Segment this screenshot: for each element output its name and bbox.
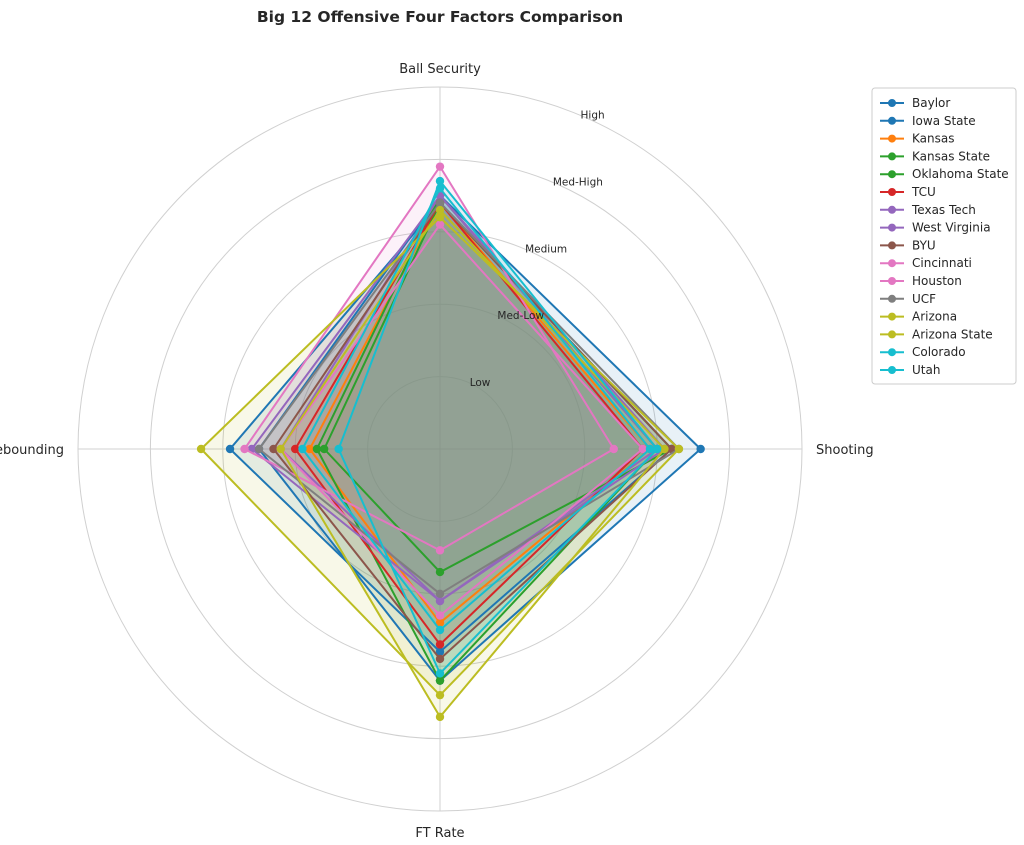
- legend-marker-kansas: [888, 134, 896, 143]
- legend-entry-ucf: UCF: [912, 292, 936, 306]
- point-arizona-state-3: [435, 712, 445, 722]
- point-colorado-2: [645, 444, 655, 454]
- point-colorado-4: [298, 444, 307, 454]
- legend-entry-houston: Houston: [912, 274, 962, 288]
- point-utah-3: [435, 669, 445, 678]
- legend-entry-kansas: Kansas: [912, 132, 954, 146]
- legend-marker-ucf: [888, 294, 896, 303]
- series-area-texas-tech: [280, 195, 658, 601]
- point-houston-1: [435, 162, 445, 171]
- series-area-baylor: [230, 202, 672, 652]
- axis-label-ball-security: Ball Security: [399, 62, 481, 77]
- point-ucf-1: [435, 198, 445, 208]
- legend-entry-iowa-state: Iowa State: [912, 114, 976, 128]
- axis-label-shooting: Shooting: [816, 443, 874, 458]
- legend-marker-iowa-state: [888, 116, 896, 125]
- legend-entry-byu: BYU: [912, 238, 936, 252]
- point-oklahoma-state-4: [319, 444, 329, 454]
- legend-entry-oklahoma-state: Oklahoma State: [912, 167, 1009, 181]
- legend-marker-west-virginia: [888, 223, 896, 232]
- point-tcu-4: [291, 444, 300, 454]
- point-arizona-state-1: [435, 205, 445, 215]
- legend-marker-arizona-state: [888, 330, 896, 339]
- point-arizona-3: [435, 690, 445, 700]
- legend-entry-kansas-state: Kansas State: [912, 149, 990, 163]
- point-ucf-4: [254, 444, 264, 454]
- legend-marker-texas-tech: [888, 205, 896, 214]
- legend-marker-colorado: [888, 348, 896, 357]
- legend-marker-cincinnati: [888, 259, 896, 268]
- legend-frame: [871, 87, 1017, 385]
- legend-entry-texas-tech: Texas Tech: [911, 203, 976, 217]
- point-houston-3: [435, 546, 445, 555]
- ring-label-3: Medium: [525, 243, 567, 255]
- legend-marker-oklahoma-state: [888, 170, 896, 179]
- point-utah-2: [653, 444, 662, 454]
- legend-marker-baylor: [888, 99, 896, 107]
- point-kansas-state-4: [312, 444, 322, 454]
- legend-marker-kansas-state: [888, 152, 896, 161]
- ring-label-5: High: [581, 110, 605, 122]
- series-area-ucf: [259, 202, 679, 594]
- point-houston-4: [240, 444, 249, 454]
- legend-entry-arizona-state: Arizona State: [912, 327, 993, 341]
- point-byu-3: [435, 654, 445, 664]
- ring-labels: Low Med-Low Medium Med-High High: [470, 110, 605, 390]
- ring-label-2: Med-Low: [497, 310, 544, 322]
- point-cincinnati-1: [435, 220, 445, 229]
- point-colorado-3: [435, 625, 445, 635]
- legend-entry-utah: Utah: [912, 363, 940, 377]
- point-arizona-2: [674, 444, 684, 454]
- point-west-virginia-3: [435, 596, 445, 606]
- axis-label-ft-rate: FT Rate: [415, 826, 464, 841]
- ring-label-4: Med-High: [553, 176, 603, 188]
- point-kansas-state-3: [435, 676, 445, 685]
- point-utah-4: [334, 444, 343, 454]
- point-oklahoma-state-3: [435, 567, 445, 577]
- point-byu-4: [269, 444, 278, 454]
- point-cincinnati-3: [435, 611, 445, 620]
- series-area-kansas-state: [316, 195, 658, 681]
- point-utah-1: [435, 176, 445, 186]
- point-kansas-3: [435, 618, 445, 627]
- legend-entry-cincinnati: Cincinnati: [912, 256, 972, 270]
- point-arizona-4: [196, 444, 206, 454]
- point-baylor-4: [225, 444, 235, 454]
- point-arizona-state-2: [660, 444, 669, 454]
- series-area-oklahoma-state: [324, 202, 672, 573]
- legend-entry-colorado: Colorado: [912, 345, 966, 359]
- legend-marker-byu: [888, 241, 896, 250]
- legend-entry-baylor: Baylor: [912, 96, 950, 110]
- point-iowa-state-2: [696, 444, 705, 454]
- legend-entry-tcu: TCU: [911, 185, 936, 199]
- series-area-west-virginia: [251, 195, 665, 601]
- ring-label-1: Low: [470, 377, 491, 389]
- chart-title: Big 12 Offensive Four Factors Comparison: [257, 8, 623, 26]
- point-arizona-state-4: [276, 444, 285, 454]
- legend-marker-utah: [888, 366, 896, 374]
- legend-marker-houston: [888, 277, 896, 285]
- legend-entry-arizona: Arizona: [912, 310, 957, 324]
- point-baylor-3: [435, 647, 445, 656]
- series-lines: [196, 162, 705, 722]
- series-area-houston: [244, 166, 614, 551]
- axis-labels: Ball Security Shooting FT Rate Off Reboundi…: [0, 62, 874, 841]
- point-houston-2: [609, 444, 618, 454]
- legend: Baylor Iowa State Kansas Kansas State Oklaho…: [871, 87, 1017, 385]
- axis-label-off-rebounding: Off Rebounding: [0, 443, 64, 458]
- legend-marker-tcu: [888, 188, 896, 196]
- legend-entry-west-virginia: West Virginia: [912, 221, 991, 235]
- legend-marker-arizona: [888, 312, 896, 321]
- point-arizona-1: [435, 213, 445, 222]
- point-kansas-4: [305, 444, 314, 454]
- point-cincinnati-2: [638, 444, 647, 454]
- point-ucf-3: [435, 589, 445, 598]
- point-tcu-3: [435, 640, 445, 649]
